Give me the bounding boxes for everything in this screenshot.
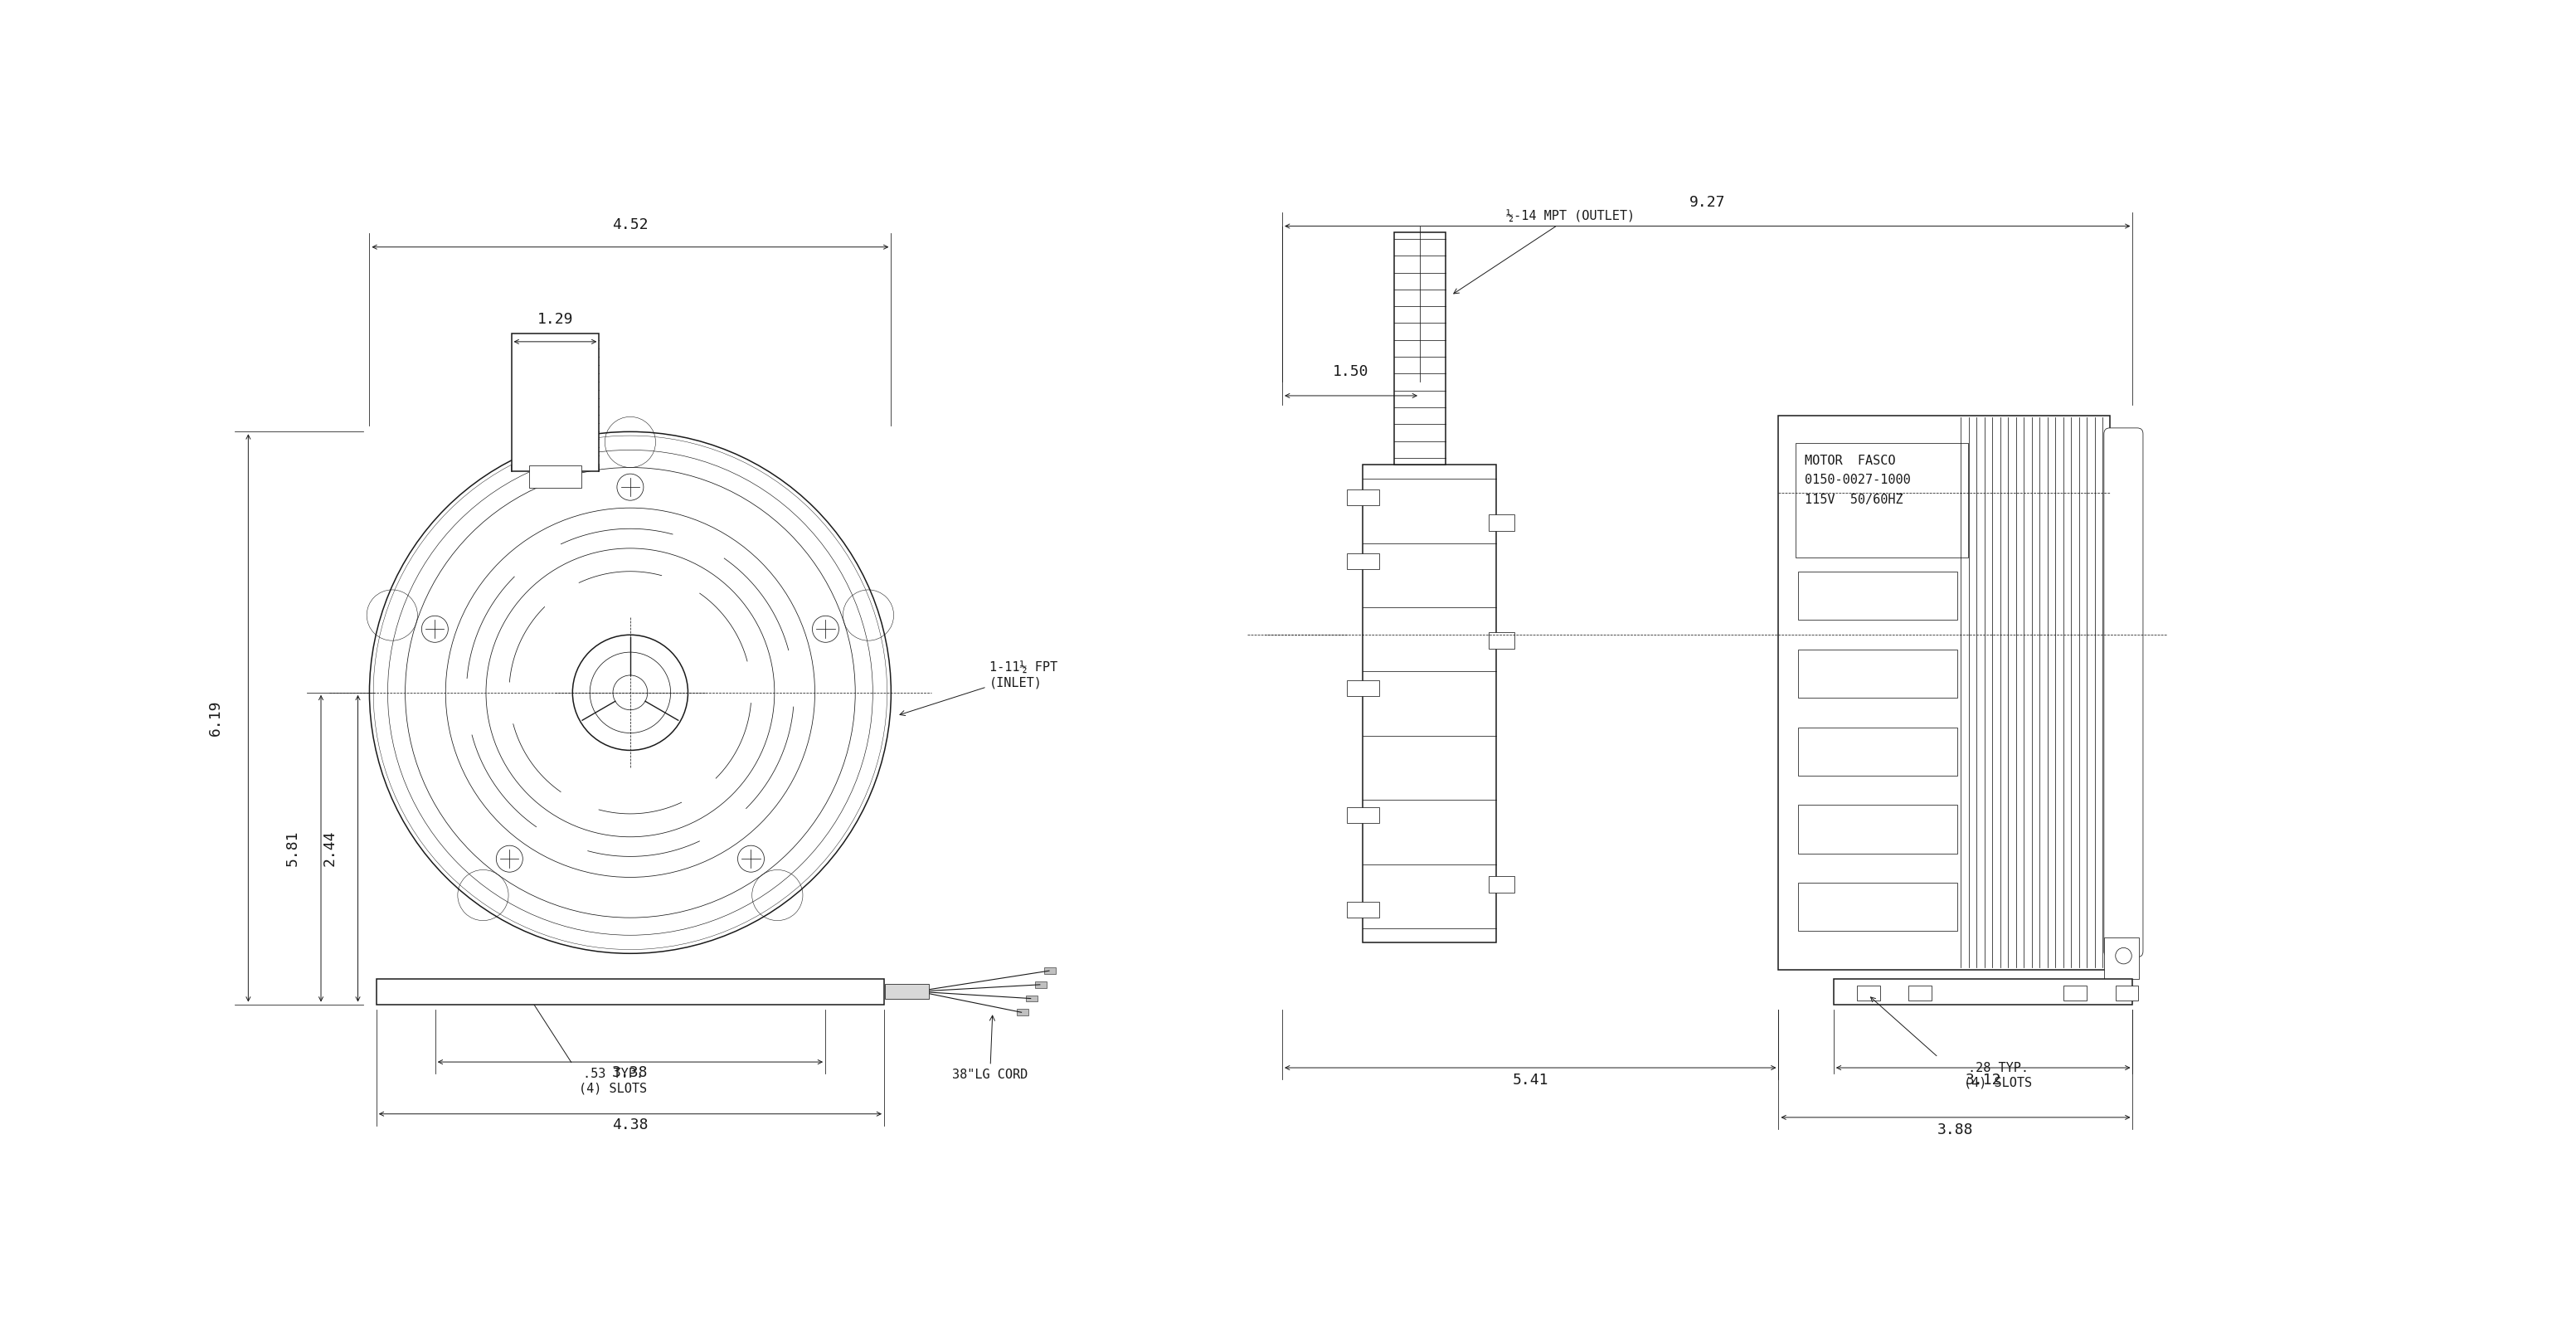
Text: 9.27: 9.27 — [1690, 195, 1726, 210]
Text: 5.81: 5.81 — [286, 830, 301, 866]
Circle shape — [737, 845, 765, 872]
Text: ½-14 MPT (OUTLET): ½-14 MPT (OUTLET) — [1453, 210, 1636, 293]
Bar — [1798, 649, 1958, 698]
Text: 1-11½ FPT
(INLET): 1-11½ FPT (INLET) — [899, 661, 1056, 715]
Bar — [1018, 1010, 1028, 1015]
Circle shape — [811, 616, 840, 643]
Text: 38"LG CORD: 38"LG CORD — [953, 1015, 1028, 1081]
Bar — [1025, 995, 1038, 1002]
Bar — [1347, 901, 1378, 919]
Bar — [1363, 465, 1497, 943]
Text: 6.19: 6.19 — [209, 700, 224, 736]
Text: .53 TYP.
(4) SLOTS: .53 TYP. (4) SLOTS — [580, 1067, 647, 1094]
Circle shape — [618, 474, 644, 501]
Bar — [1489, 632, 1515, 648]
Bar — [886, 984, 930, 999]
Bar — [1394, 232, 1445, 465]
Text: 1.29: 1.29 — [538, 312, 574, 327]
Text: 3.12: 3.12 — [1965, 1073, 2002, 1087]
Bar — [1347, 807, 1378, 823]
Bar — [1489, 514, 1515, 530]
Bar — [1798, 572, 1958, 620]
Circle shape — [497, 845, 523, 872]
Bar — [1857, 986, 1880, 1000]
Text: MOTOR  FASCO
0150-0027-1000
115V  50/60HZ: MOTOR FASCO 0150-0027-1000 115V 50/60HZ — [1806, 454, 1911, 506]
FancyBboxPatch shape — [2105, 428, 2143, 957]
Bar — [716, 983, 752, 1000]
Text: 3.38: 3.38 — [613, 1066, 649, 1081]
Bar — [1798, 882, 1958, 931]
Bar — [1798, 805, 1958, 853]
Text: 4.38: 4.38 — [613, 1118, 649, 1133]
Text: 5.41: 5.41 — [1512, 1073, 1548, 1087]
Bar — [2115, 986, 2138, 1000]
Bar — [440, 983, 474, 1000]
Bar — [1489, 876, 1515, 893]
Circle shape — [422, 616, 448, 643]
Text: 2.44: 2.44 — [322, 830, 337, 866]
Circle shape — [613, 675, 647, 710]
Bar — [1834, 979, 2133, 1004]
Text: .28 TYP.
(4) SLOTS: .28 TYP. (4) SLOTS — [1963, 1062, 2032, 1089]
Bar — [2105, 937, 2138, 979]
Bar — [1043, 968, 1056, 973]
Text: 1.50: 1.50 — [1332, 364, 1368, 379]
Bar — [1036, 981, 1046, 988]
Bar — [528, 465, 582, 489]
Bar — [510, 983, 544, 1000]
Bar — [2063, 986, 2087, 1000]
Text: 4.52: 4.52 — [613, 217, 649, 232]
Bar — [1347, 553, 1378, 569]
Bar — [376, 979, 884, 1004]
Bar — [786, 983, 822, 1000]
Text: 3.88: 3.88 — [1937, 1122, 1973, 1137]
Bar — [1798, 727, 1958, 775]
Bar — [1909, 986, 1932, 1000]
Bar — [1777, 415, 2110, 969]
Bar — [513, 333, 600, 471]
Bar — [1795, 443, 1968, 557]
Bar — [1347, 680, 1378, 696]
Bar — [1347, 489, 1378, 505]
